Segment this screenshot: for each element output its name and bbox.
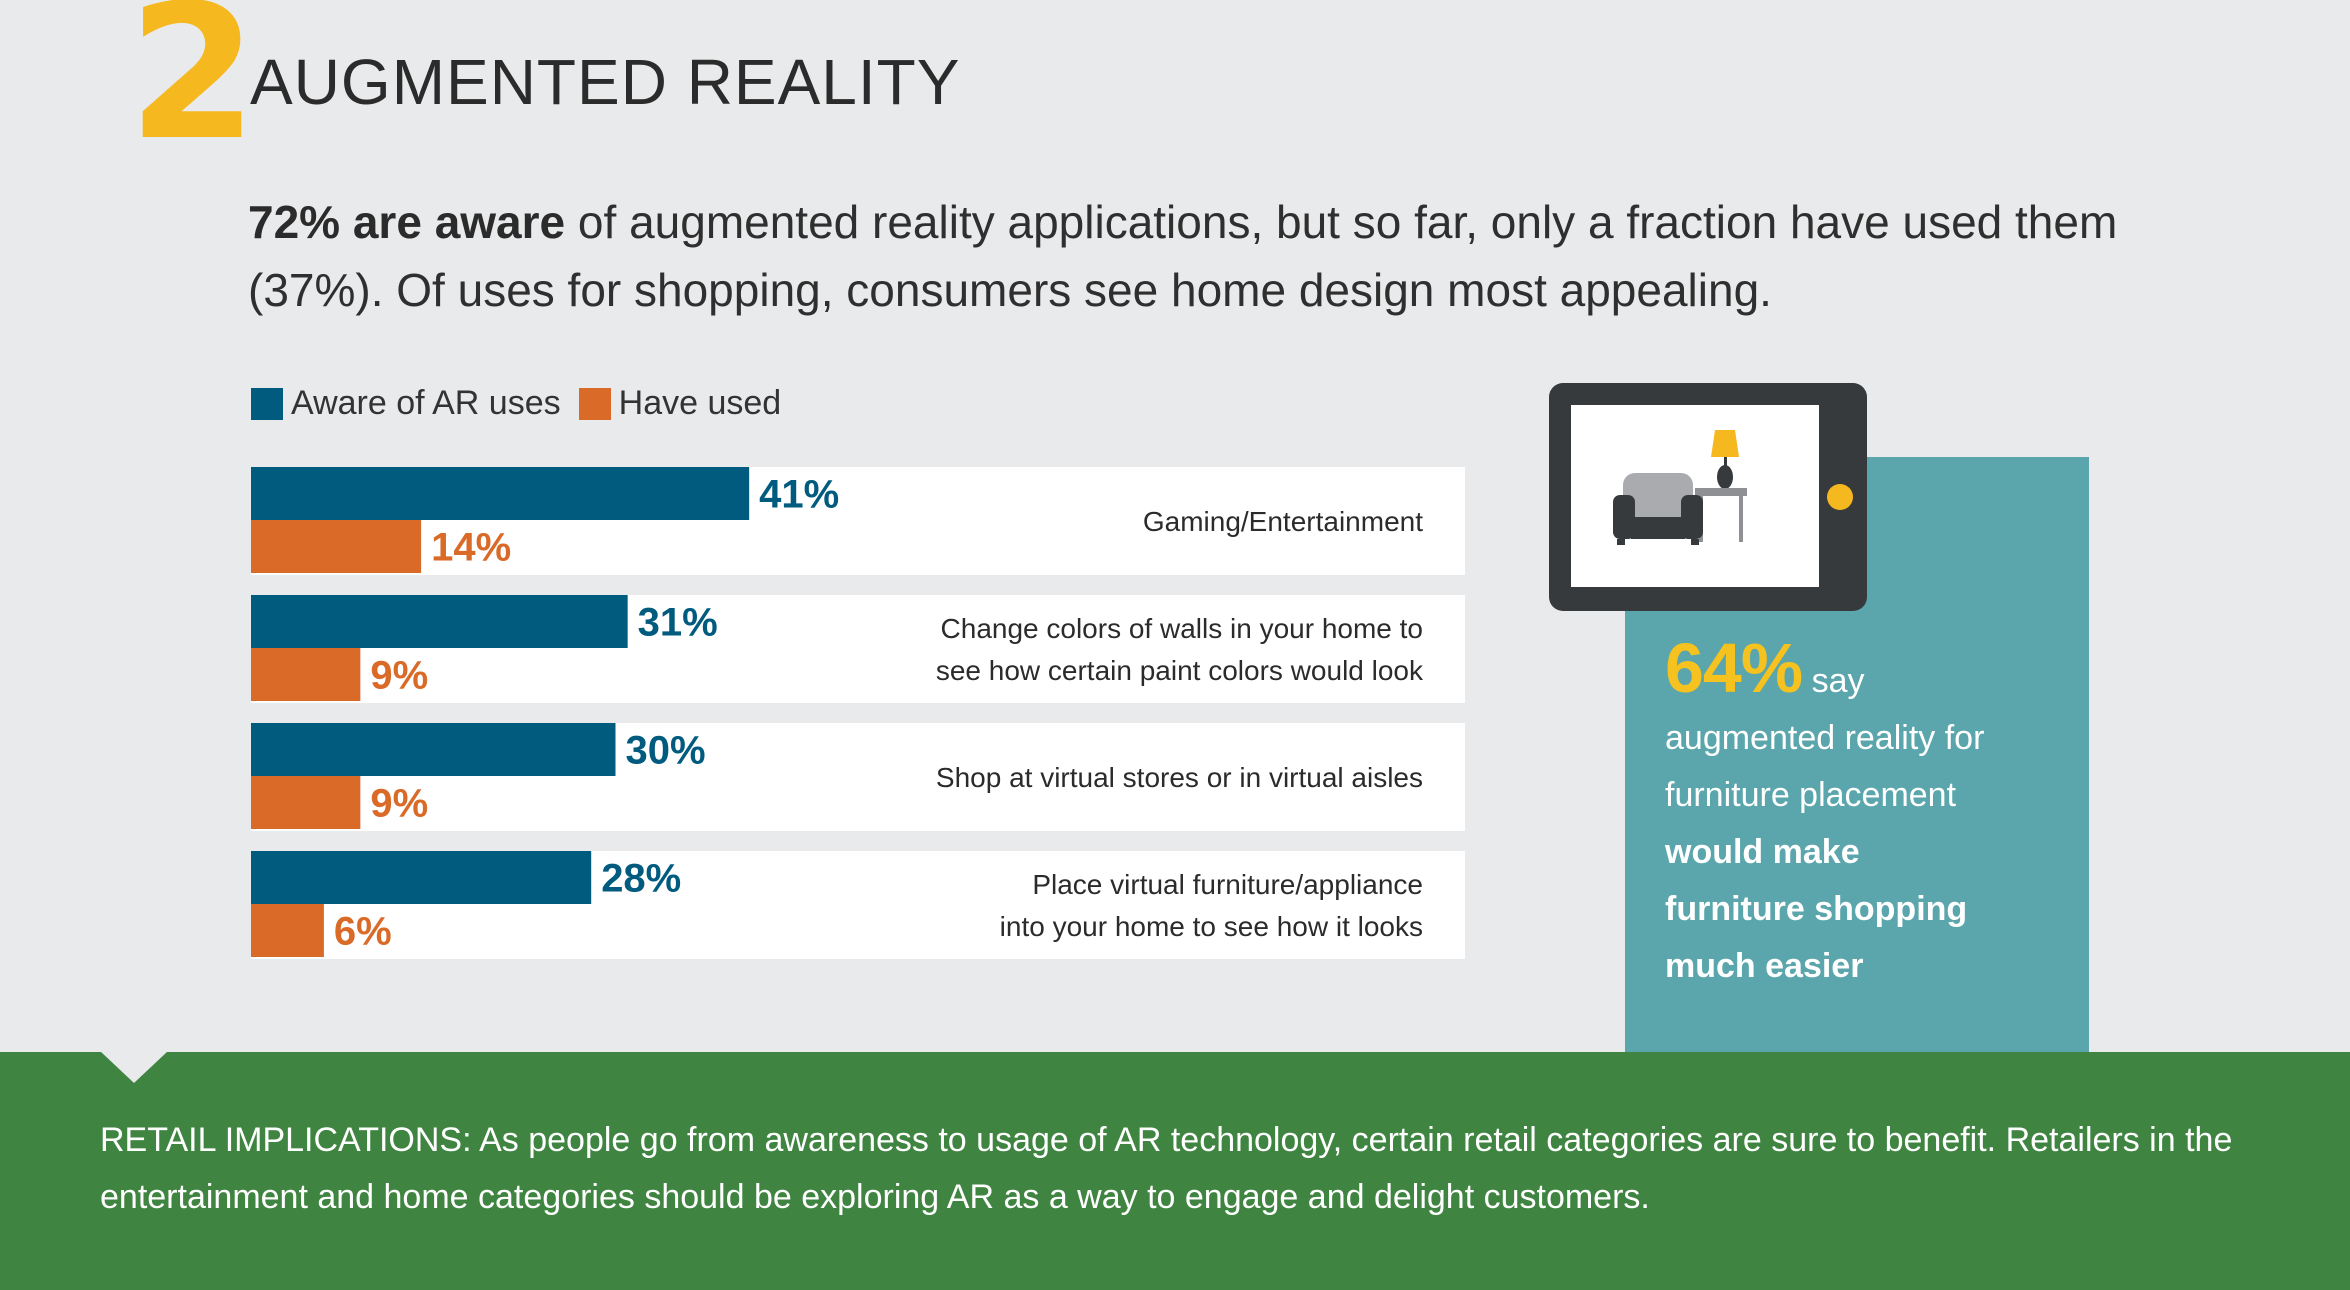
card-bold-2: furniture shopping [1665, 890, 1968, 928]
card-first-line: 64% say [1665, 633, 2075, 710]
card-line-2: furniture placement [1665, 776, 1957, 814]
category-label: Shop at virtual stores or in virtual ais… [936, 762, 1423, 793]
data-label-used: 14% [431, 526, 511, 570]
legend-swatch-aware [251, 387, 283, 420]
data-label-used: 9% [370, 782, 428, 826]
bar-used [251, 904, 324, 957]
card-bold-1: would make [1665, 833, 1860, 871]
intro-bold: 72% are aware [248, 196, 566, 248]
data-label-used: 6% [334, 910, 392, 954]
data-label-aware: 28% [601, 857, 681, 901]
armchair-icon [1613, 473, 1703, 545]
tablet-home-button [1827, 484, 1853, 510]
bar-aware [251, 723, 616, 776]
legend-item-aware: Aware of AR uses [251, 384, 561, 423]
bar-aware [251, 595, 628, 648]
category-label: Change colors of walls in your home to [941, 613, 1423, 644]
card-line-1: augmented reality for [1665, 719, 1985, 757]
intro-paragraph: 72% are aware of augmented reality appli… [248, 188, 2168, 324]
section-number: 2 [128, 0, 257, 181]
chart-legend: Aware of AR uses Have used [251, 384, 799, 423]
footer-text: RETAIL IMPLICATIONS: As people go from a… [100, 1121, 2233, 1216]
intro-rest: of augmented reality applications, but s… [248, 196, 2118, 316]
bar-used [251, 520, 422, 573]
bar-aware [251, 851, 592, 904]
furniture-illustration [1613, 430, 1747, 545]
category-label: into your home to see how it looks [1000, 911, 1423, 942]
data-label-aware: 41% [759, 473, 839, 517]
category-label: Place virtual furniture/appliance [1032, 869, 1423, 900]
category-label: see how certain paint colors would look [936, 655, 1424, 686]
bar-used [251, 648, 361, 701]
card-say: say [1811, 662, 1865, 700]
lamp-icon [1711, 430, 1739, 489]
section-title: AUGMENTED REALITY [250, 46, 961, 118]
legend-swatch-used [578, 387, 611, 420]
legend-label-aware: Aware of AR uses [291, 384, 561, 422]
retail-implications-footer [0, 1052, 2350, 1290]
legend-label-used: Have used [618, 384, 782, 422]
bar-used [251, 776, 361, 829]
bar-aware [251, 467, 750, 520]
data-label-aware: 31% [638, 601, 718, 645]
footer-notch [100, 1051, 168, 1083]
data-label-aware: 30% [626, 729, 706, 773]
legend-item-used: Have used [578, 384, 782, 423]
tablet-screen [1571, 405, 1819, 587]
data-label-used: 9% [370, 654, 428, 698]
card-bold-3: much easier [1665, 947, 1864, 985]
card-text: 64% say augmented reality for furniture … [1665, 633, 2075, 995]
category-label: Gaming/Entertainment [1143, 506, 1423, 537]
tablet-icon [1549, 383, 1867, 611]
card-stat: 64% [1665, 629, 1803, 707]
